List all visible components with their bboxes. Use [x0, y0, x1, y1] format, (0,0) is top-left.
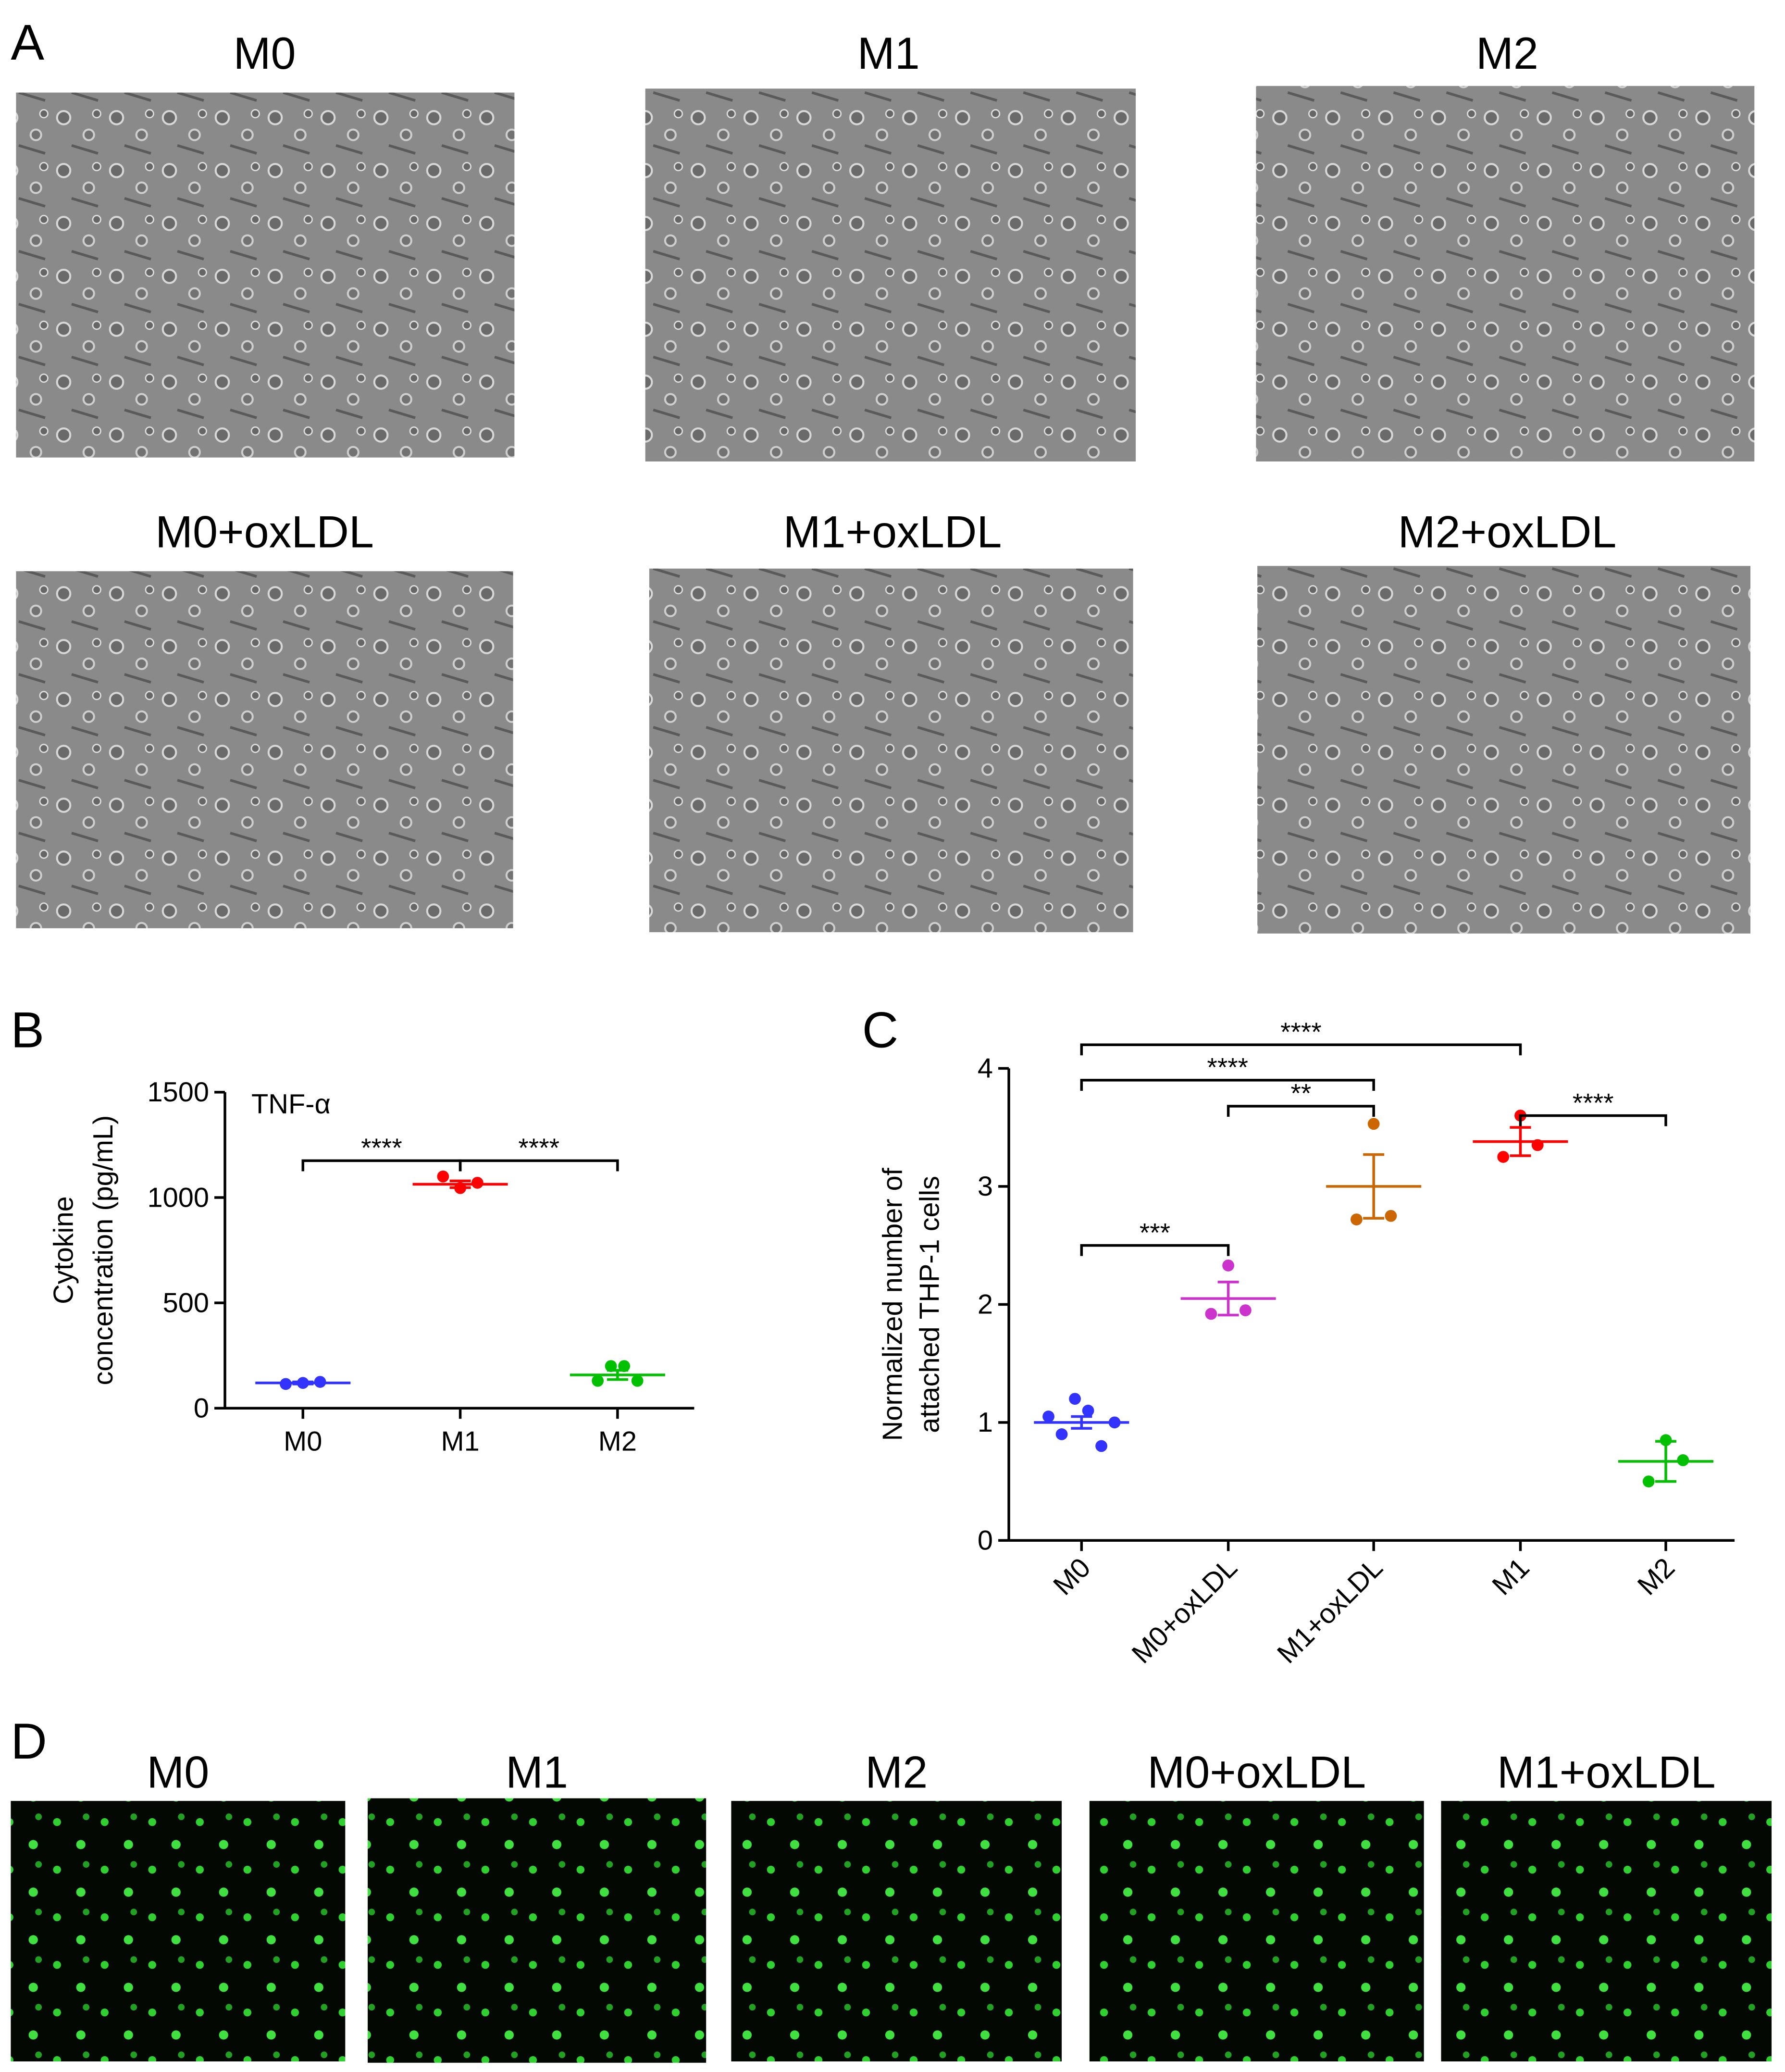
fluorescence-image [368, 1798, 707, 2063]
data-point [1069, 1393, 1081, 1405]
y-tick-label: 4 [978, 1053, 993, 1084]
micrograph [1256, 86, 1755, 462]
data-point [1240, 1304, 1252, 1316]
data-point [297, 1377, 309, 1389]
data-point [454, 1182, 466, 1194]
image-title: M0+oxLDL [1147, 1747, 1366, 1797]
x-tick-label: M1 [1487, 1552, 1536, 1601]
y-tick-label: 1 [978, 1407, 993, 1438]
data-point [1055, 1428, 1068, 1440]
data-point [1531, 1139, 1544, 1151]
x-tick-label: M0 [1048, 1552, 1097, 1601]
fluorescence-image [1089, 1801, 1424, 2061]
significance-label: *** [1140, 1217, 1170, 1247]
image-title: M1+oxLDL [1497, 1747, 1716, 1797]
y-axis-label: attached THP-1 cells [914, 1176, 945, 1433]
x-tick-label: M0 [284, 1426, 322, 1457]
panel-label: C [862, 1002, 898, 1058]
y-tick-label: 2 [978, 1289, 993, 1320]
data-point [1497, 1151, 1510, 1163]
panel-label: A [11, 14, 44, 71]
significance-bracket [1519, 1114, 1667, 1126]
x-tick-label: M1 [441, 1426, 479, 1457]
data-point [1385, 1210, 1397, 1222]
annotation: TNF-α [251, 1089, 331, 1120]
image-title: M1 [857, 28, 920, 78]
y-axis-label: Normalized number of [877, 1167, 908, 1441]
significance-bracket [1080, 1244, 1230, 1256]
significance-bracket [459, 1159, 619, 1172]
image-title: M1+oxLDL [783, 507, 1002, 557]
data-point [1351, 1213, 1363, 1225]
y-tick-label: 1000 [148, 1182, 209, 1213]
significance-label: **** [1280, 1017, 1322, 1047]
data-point [1108, 1416, 1121, 1429]
y-tick-label: 3 [978, 1171, 993, 1202]
image-title: M2 [865, 1747, 928, 1797]
image-title: M1 [506, 1747, 568, 1797]
x-tick-label: M0+oxLDL [1126, 1552, 1243, 1670]
significance-bracket [1227, 1105, 1375, 1117]
data-point [1042, 1410, 1054, 1423]
image-title: M2+oxLDL [1398, 507, 1617, 557]
data-point [437, 1170, 449, 1183]
panel-label: B [11, 1002, 44, 1058]
data-point [1367, 1118, 1380, 1130]
image-title: M2 [1476, 28, 1538, 78]
data-point [1205, 1308, 1217, 1320]
micrograph [16, 92, 515, 458]
fluorescence-image [731, 1801, 1062, 2061]
data-point [605, 1360, 617, 1372]
panel-label: D [11, 1713, 47, 1770]
micrograph [645, 88, 1136, 462]
data-point [314, 1376, 326, 1388]
data-point [1660, 1434, 1672, 1447]
data-point [1677, 1454, 1689, 1466]
data-point [471, 1176, 483, 1189]
micrograph [16, 571, 513, 928]
significance-label: ** [1290, 1078, 1311, 1108]
data-point [631, 1374, 644, 1387]
y-axis-label: concentration (pg/mL) [88, 1115, 119, 1385]
image-title: M0+oxLDL [155, 507, 374, 557]
y-tick-label: 0 [194, 1393, 209, 1424]
micrograph [649, 568, 1133, 933]
significance-label: **** [1207, 1052, 1248, 1082]
data-point [592, 1374, 604, 1387]
significance-bracket [1080, 1079, 1375, 1091]
image-title: M0 [234, 28, 296, 78]
data-point [1642, 1475, 1655, 1487]
fluorescence-image [1441, 1801, 1772, 2061]
image-title: M0 [147, 1747, 209, 1797]
data-point [618, 1360, 631, 1372]
significance-label: **** [361, 1133, 402, 1162]
significance-bracket [1080, 1043, 1522, 1056]
y-tick-label: 0 [978, 1525, 993, 1556]
data-point [1222, 1259, 1234, 1272]
fluorescence-image [11, 1801, 346, 2061]
x-tick-label: M2 [598, 1426, 637, 1457]
y-tick-label: 1500 [148, 1077, 209, 1108]
x-tick-label: M2 [1632, 1552, 1681, 1601]
y-tick-label: 500 [163, 1287, 209, 1318]
y-axis-label: Cytokine [49, 1196, 79, 1304]
data-point [280, 1378, 292, 1390]
micrograph [1257, 566, 1751, 934]
significance-label: **** [518, 1133, 559, 1162]
data-point [1082, 1404, 1094, 1417]
data-point [1095, 1440, 1107, 1452]
significance-label: **** [1573, 1087, 1614, 1117]
x-tick-label: M1+oxLDL [1271, 1552, 1388, 1670]
